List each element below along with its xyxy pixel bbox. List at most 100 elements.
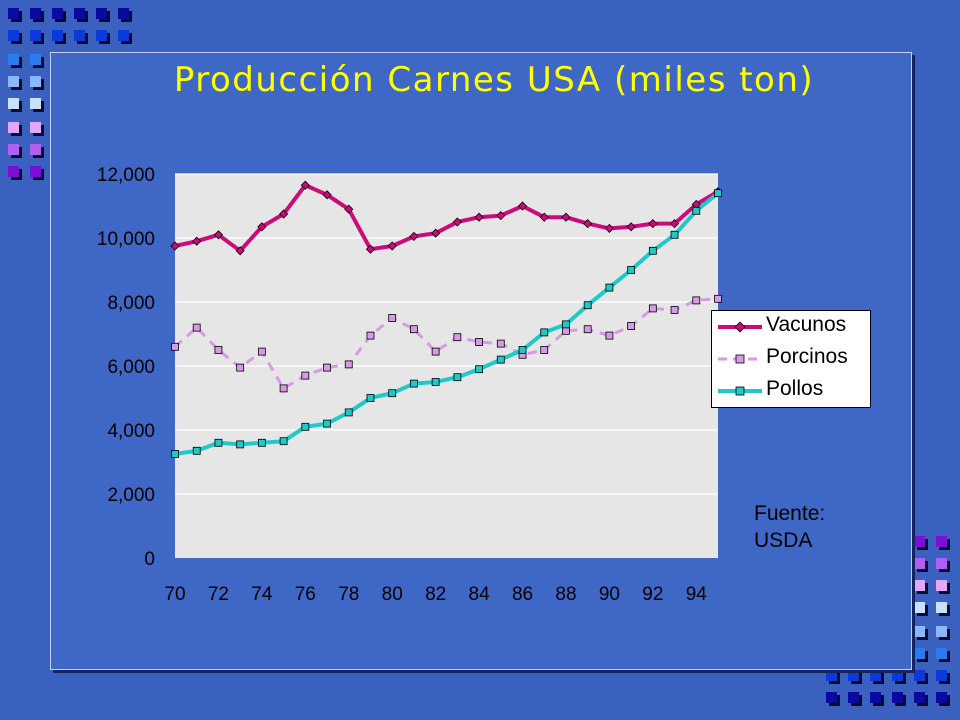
data-point-porcinos — [257, 347, 266, 356]
data-point-pollos — [236, 440, 245, 449]
legend-item-porcinos: Porcinos — [712, 343, 872, 373]
data-point-pollos — [648, 246, 657, 255]
data-point-porcinos — [279, 384, 288, 393]
data-point-pollos — [670, 230, 679, 239]
data-point-vacunos — [279, 209, 289, 219]
data-point-porcinos — [540, 346, 549, 354]
data-point-porcinos — [583, 325, 592, 334]
data-point-vacunos — [517, 201, 528, 211]
data-point-porcinos — [410, 325, 418, 334]
x-tick-label: 72 — [208, 584, 229, 605]
data-point-vacunos — [561, 212, 571, 222]
data-point-porcinos — [301, 371, 310, 380]
data-point-porcinos — [323, 363, 331, 372]
x-tick-label: 78 — [338, 584, 359, 605]
data-point-porcinos — [431, 347, 440, 356]
data-point-pollos — [214, 438, 223, 447]
data-point-pollos — [627, 266, 636, 274]
x-tick-label: 82 — [425, 584, 446, 605]
data-point-porcinos — [388, 314, 397, 322]
data-point-vacunos — [452, 217, 462, 227]
data-point-pollos — [540, 328, 549, 337]
data-point-porcinos — [366, 331, 375, 340]
data-point-pollos — [453, 373, 462, 382]
y-tick-label: 10,000 — [97, 229, 155, 250]
data-point-pollos — [714, 189, 722, 198]
data-point-pollos — [388, 389, 397, 398]
page-title: Producción Carnes USA (miles ton) — [173, 60, 815, 100]
data-point-vacunos — [496, 211, 506, 221]
legend-label: Porcinos — [766, 345, 848, 368]
data-point-porcinos — [562, 326, 570, 335]
data-point-pollos — [475, 365, 483, 374]
data-point-porcinos — [648, 304, 657, 313]
y-tick-label: 4,000 — [107, 421, 155, 442]
data-point-pollos — [583, 301, 592, 310]
data-point-pollos — [257, 438, 266, 447]
legend-item-vacunos: Vacunos — [712, 311, 872, 341]
x-tick-label: 74 — [251, 584, 273, 605]
data-point-porcinos — [627, 322, 636, 330]
data-point-pollos — [301, 422, 310, 431]
y-tick-label: 6,000 — [107, 357, 155, 378]
data-point-pollos — [496, 355, 505, 364]
data-point-vacunos — [431, 228, 441, 238]
data-point-vacunos — [626, 222, 636, 232]
source-value: USDA — [754, 529, 813, 552]
data-point-porcinos — [192, 323, 201, 332]
data-point-vacunos — [300, 180, 310, 190]
data-point-vacunos — [365, 244, 376, 254]
data-point-vacunos — [539, 212, 549, 222]
x-tick-label: 84 — [469, 584, 491, 605]
data-point-pollos — [518, 346, 527, 354]
data-point-vacunos — [387, 241, 397, 251]
source-label: Fuente: — [754, 502, 826, 525]
x-tick-label: 90 — [599, 584, 620, 605]
data-point-pollos — [692, 206, 701, 215]
data-point-pollos — [279, 437, 288, 446]
data-point-vacunos — [192, 236, 202, 246]
data-point-pollos — [171, 450, 179, 458]
data-point-vacunos — [648, 219, 658, 229]
legend-label: Vacunos — [766, 313, 847, 336]
y-tick-label: 2,000 — [107, 485, 155, 506]
x-tick-label: 70 — [164, 584, 185, 605]
data-point-pollos — [410, 379, 418, 388]
x-tick-label: 94 — [686, 584, 708, 605]
data-point-vacunos — [474, 212, 484, 222]
x-tick-label: 76 — [295, 584, 316, 605]
legend-item-pollos: Pollos — [712, 375, 872, 405]
data-point-vacunos — [604, 223, 614, 233]
x-tick-label: 80 — [382, 584, 403, 605]
data-point-pollos — [344, 408, 353, 417]
data-point-pollos — [431, 378, 440, 386]
data-point-vacunos — [669, 219, 680, 229]
data-point-vacunos — [170, 241, 180, 251]
chart-legend: Vacunos Porcinos Pollos — [711, 310, 871, 408]
legend-label: Pollos — [766, 377, 824, 400]
data-point-porcinos — [453, 333, 462, 342]
data-point-vacunos — [213, 230, 224, 240]
data-point-vacunos — [257, 222, 267, 232]
data-point-pollos — [323, 419, 331, 428]
data-point-vacunos — [409, 231, 419, 241]
data-point-vacunos — [322, 190, 332, 200]
data-point-porcinos — [605, 331, 614, 340]
data-point-porcinos — [692, 296, 701, 305]
data-point-porcinos — [344, 360, 353, 369]
data-point-porcinos — [214, 346, 223, 354]
data-point-porcinos — [475, 338, 483, 346]
data-point-porcinos — [714, 294, 722, 303]
series-line-porcinos — [174, 297, 719, 390]
x-tick-label: 88 — [555, 584, 576, 605]
y-tick-label: 8,000 — [107, 293, 155, 314]
data-point-porcinos — [496, 339, 505, 348]
source-note: Fuente: USDA — [754, 500, 864, 554]
data-point-vacunos — [235, 246, 245, 256]
data-point-porcinos — [670, 306, 679, 314]
data-point-pollos — [366, 394, 375, 402]
legend-swatch-pollos — [718, 386, 762, 396]
y-tick-label: 12,000 — [97, 165, 155, 186]
